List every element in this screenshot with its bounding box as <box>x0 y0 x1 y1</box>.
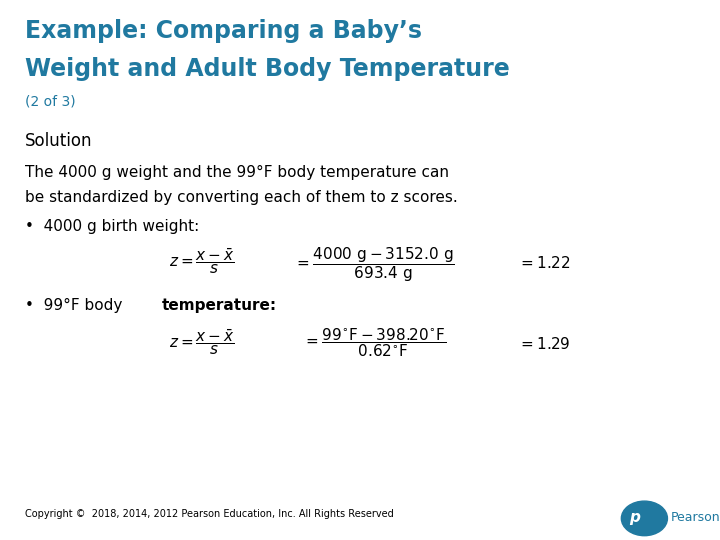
Text: •  99°F body: • 99°F body <box>25 298 127 313</box>
Text: Copyright ©  2018, 2014, 2012 Pearson Education, Inc. All Rights Reserved: Copyright © 2018, 2014, 2012 Pearson Edu… <box>25 509 394 519</box>
Text: $= \dfrac{4000\ \mathrm{g} - 3152.0\ \mathrm{g}}{693.4\ \mathrm{g}}$: $= \dfrac{4000\ \mathrm{g} - 3152.0\ \ma… <box>294 246 455 285</box>
Text: $= \dfrac{99^{\circ}\mathrm{F} - 398.20^{\circ}\mathrm{F}}{0.62^{\circ}\mathrm{F: $= \dfrac{99^{\circ}\mathrm{F} - 398.20^… <box>302 327 446 360</box>
Text: (2 of 3): (2 of 3) <box>25 94 76 109</box>
Text: $= 1.22$: $= 1.22$ <box>518 255 571 272</box>
Text: •  4000 g birth weight:: • 4000 g birth weight: <box>25 219 199 234</box>
Text: be standardized by converting each of them to z scores.: be standardized by converting each of th… <box>25 190 458 205</box>
Text: temperature:: temperature: <box>162 298 277 313</box>
Text: $= 1.29$: $= 1.29$ <box>518 336 571 352</box>
Text: Example: Comparing a Baby’s: Example: Comparing a Baby’s <box>25 19 422 43</box>
Text: $z = \dfrac{x - \bar{x}}{s}$: $z = \dfrac{x - \bar{x}}{s}$ <box>168 246 235 275</box>
Text: Pearson: Pearson <box>671 511 720 524</box>
Circle shape <box>621 501 667 536</box>
Text: Weight and Adult Body Temperature: Weight and Adult Body Temperature <box>25 57 510 80</box>
Text: The 4000 g weight and the 99°F body temperature can: The 4000 g weight and the 99°F body temp… <box>25 165 449 180</box>
Text: Solution: Solution <box>25 132 93 150</box>
Text: $z = \dfrac{x - \bar{x}}{s}$: $z = \dfrac{x - \bar{x}}{s}$ <box>168 327 235 356</box>
Text: p: p <box>629 510 641 525</box>
